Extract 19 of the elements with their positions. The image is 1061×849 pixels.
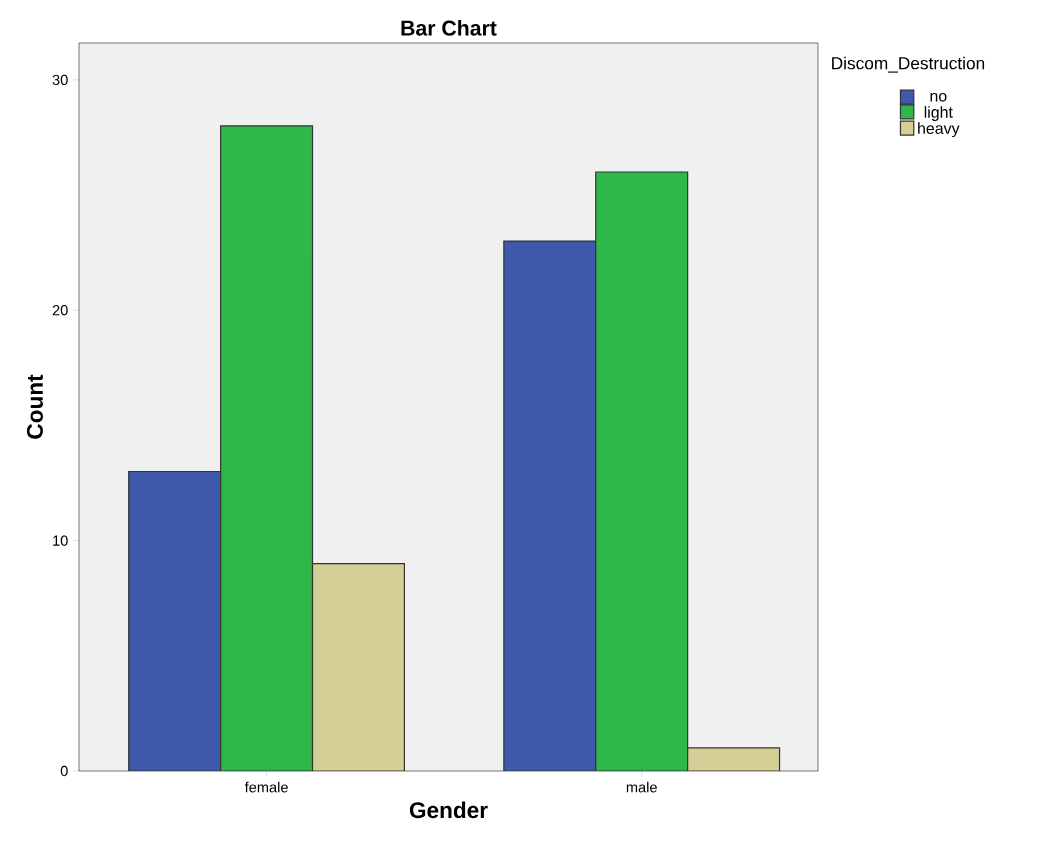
legend-title: Discom_Destruction [832,56,985,73]
y-tick-label: 10 [53,535,68,546]
y-axis-title: Count [26,374,43,439]
x-tick-label: female [244,781,288,793]
bar [220,125,314,771]
bar [311,563,406,771]
legend-label: no [930,92,947,102]
y-tick-label: 0 [60,765,68,777]
y-tick-label: 20 [52,305,68,316]
bar [503,240,597,771]
y-tick-label: 30 [52,74,68,86]
bar [687,747,781,771]
x-axis-title: Gender [409,801,488,819]
legend-label: heavy [918,122,960,138]
legend-label: light [924,106,953,121]
bar [128,470,222,771]
bar [595,171,689,771]
x-tick-label: male [626,781,657,793]
chart-title: Bar Chart [401,20,497,36]
